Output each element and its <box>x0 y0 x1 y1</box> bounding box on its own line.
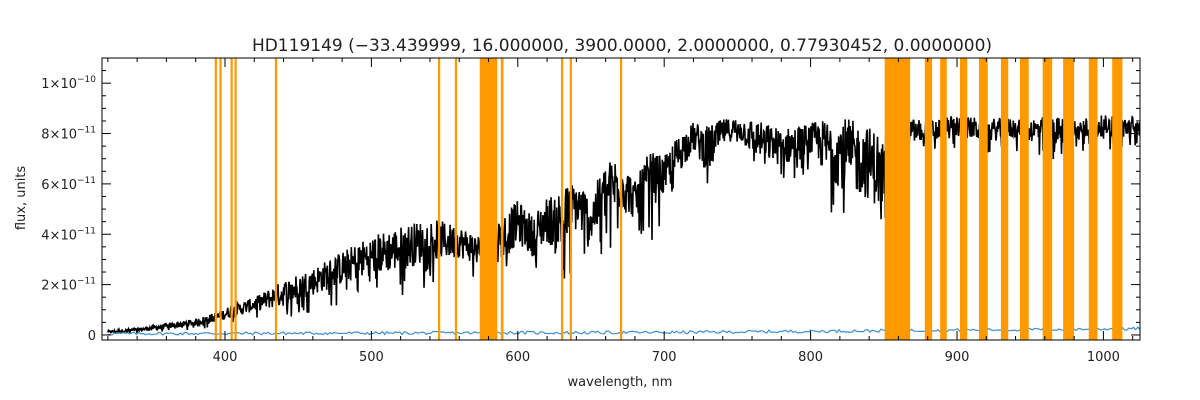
masked-region <box>959 58 968 340</box>
x-tick-label: 700 <box>652 350 677 365</box>
masked-region <box>924 58 933 340</box>
y-tick-exponent: −10 <box>77 75 96 85</box>
y-tick-label: 0 <box>88 329 96 344</box>
masked-region <box>569 58 572 340</box>
masked-region <box>437 58 441 340</box>
masked-region <box>1000 58 1009 340</box>
masked-region <box>884 58 911 340</box>
y-tick-exponent: −11 <box>77 126 96 136</box>
x-tick-label: 900 <box>945 350 970 365</box>
y-tick-exponent: −11 <box>77 176 96 186</box>
x-axis-label: wavelength, nm <box>568 375 673 390</box>
x-tick-label: 600 <box>505 350 530 365</box>
masked-region <box>1063 58 1075 340</box>
y-tick-label: 4×10−11 <box>41 226 96 243</box>
masked-region <box>214 58 217 340</box>
masked-region <box>234 58 237 340</box>
masked-region <box>619 58 623 340</box>
x-tick-label: 1000 <box>1087 350 1120 365</box>
x-tick-label: 400 <box>213 350 238 365</box>
axes: 400 500 600 700 800 900 100002×10−114×10−116×1… <box>41 57 1141 365</box>
y-tick-mantissa: 0 <box>88 329 96 344</box>
spectrum-series-line <box>107 115 1140 335</box>
masked-region <box>274 58 278 340</box>
error-series-line <box>107 326 1140 336</box>
y-tick-mantissa: 2×10 <box>41 279 77 294</box>
masked-region <box>454 58 458 340</box>
masked-region <box>230 58 233 340</box>
plot-frame <box>101 57 1141 341</box>
masked-region <box>978 58 988 340</box>
plot-area <box>107 58 1140 340</box>
plot-clip-group <box>107 58 1140 340</box>
masked-region <box>1019 58 1029 340</box>
y-tick-mantissa: 6×10 <box>41 178 77 193</box>
y-tick-exponent: −11 <box>77 277 96 287</box>
x-tick-label: 800 <box>798 350 823 365</box>
y-tick-mantissa: 8×10 <box>41 128 77 143</box>
masked-region <box>1042 58 1053 340</box>
masked-region <box>1088 58 1098 340</box>
masked-region <box>940 58 947 340</box>
masked-region <box>219 58 222 340</box>
masked-region <box>1112 58 1123 340</box>
masked-region <box>560 58 564 340</box>
y-tick-label: 6×10−11 <box>41 176 96 193</box>
y-tick-exponent: −11 <box>77 226 96 236</box>
masked-region <box>500 58 504 340</box>
y-tick-mantissa: 4×10 <box>41 228 77 243</box>
chart-title: HD119149 (−33.439999, 16.000000, 3900.00… <box>252 36 992 56</box>
y-tick-label: 1×10−10 <box>41 75 96 92</box>
x-tick-label: 500 <box>359 350 384 365</box>
y-tick-label: 8×10−11 <box>41 126 96 143</box>
y-axis-label: flux, units <box>14 166 29 231</box>
y-tick-mantissa: 1×10 <box>41 77 77 92</box>
masked-region <box>479 58 498 340</box>
y-tick-label: 2×10−11 <box>41 277 96 294</box>
